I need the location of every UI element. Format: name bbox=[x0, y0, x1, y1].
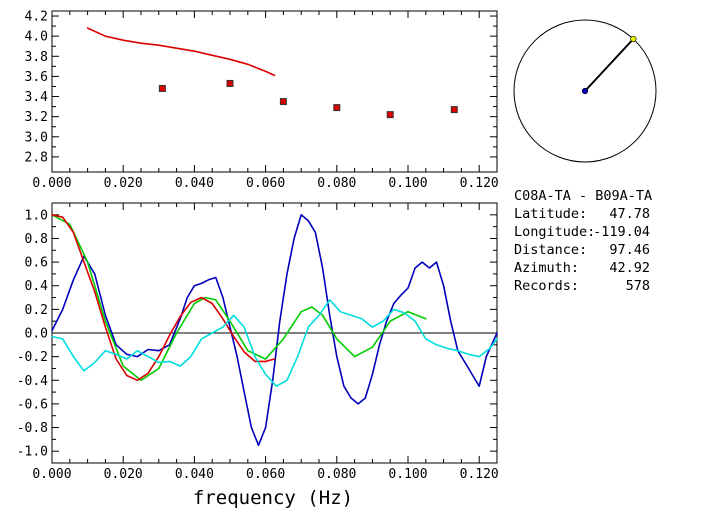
velocity-y-tick-label: 4.2 bbox=[25, 10, 48, 25]
velocity-x-tick-label: 0.060 bbox=[246, 176, 285, 191]
velocity-x-tick-label: 0.080 bbox=[317, 176, 356, 191]
velocity-x-tick-label: 0.020 bbox=[104, 176, 143, 191]
velocity-y-tick-label: 3.8 bbox=[25, 50, 48, 65]
azimuth-label: Azimuth: bbox=[514, 260, 579, 276]
azimuth-compass bbox=[513, 19, 657, 163]
correlation-line-1 bbox=[51, 214, 427, 382]
velocity-point bbox=[333, 104, 341, 112]
longitude-value: -119.04 bbox=[593, 224, 650, 240]
velocity-point bbox=[386, 111, 394, 119]
velocity-point bbox=[226, 79, 234, 87]
correlation-y-tick-label: 0.6 bbox=[25, 256, 48, 271]
station-pair-title: C08A-TA - B09A-TA bbox=[514, 188, 652, 204]
correlation-x-tick-label: 0.100 bbox=[388, 467, 427, 482]
velocity-x-tick-label: 0.000 bbox=[32, 176, 71, 191]
velocity-y-tick-label: 3.4 bbox=[25, 90, 49, 105]
latitude-label: Latitude: bbox=[514, 206, 587, 222]
velocity-series bbox=[86, 27, 458, 119]
azimuth-dot bbox=[630, 35, 637, 43]
velocity-y-tick-label: 4.0 bbox=[25, 30, 48, 45]
correlation-x-tick-label: 0.120 bbox=[460, 467, 499, 482]
velocity-y-tick-label: 3.0 bbox=[25, 130, 48, 145]
correlation-y-tick-label: -0.8 bbox=[17, 421, 48, 436]
correlation-y-tick-label: 0.0 bbox=[25, 327, 48, 342]
latitude-value: 47.78 bbox=[609, 206, 650, 222]
correlation-x-tick-label: 0.060 bbox=[246, 467, 285, 482]
records-value: 578 bbox=[626, 278, 650, 294]
velocity-x-tick-label: 0.120 bbox=[460, 176, 499, 191]
correlation-y-tick-label: -0.2 bbox=[17, 350, 48, 365]
correlation-y-tick-label: -0.4 bbox=[17, 374, 48, 389]
correlation-x-tick-label: 0.040 bbox=[175, 467, 214, 482]
velocity-y-tick-label: 3.6 bbox=[25, 70, 48, 85]
correlation-x-tick-label: 0.080 bbox=[317, 467, 356, 482]
station-info: C08A-TA - B09A-TA Latitude: 47.78 Longit… bbox=[514, 188, 652, 294]
correlation-y-tick-label: 0.8 bbox=[25, 232, 48, 247]
velocity-x-tick-label: 0.100 bbox=[388, 176, 427, 191]
azimuth-value: 42.92 bbox=[609, 260, 650, 276]
correlation-y-tick-label: -1.0 bbox=[17, 445, 48, 460]
velocity-ticks: 0.000 0.020 0.040 0.060 0.080 0.100 0.120 2.8 3.… bbox=[25, 10, 499, 191]
correlation-ticks: 0.000 0.020 0.040 0.060 0.080 0.100 0.120 -1.0 -… bbox=[17, 203, 499, 482]
velocity-panel: 0.000 0.020 0.040 0.060 0.080 0.100 0.120 2.8 3.… bbox=[25, 10, 499, 191]
correlation-line-3 bbox=[51, 299, 498, 388]
correlation-line-0 bbox=[51, 214, 498, 447]
velocity-point bbox=[279, 98, 287, 106]
correlation-y-tick-label: -0.6 bbox=[17, 397, 48, 412]
records-label: Records: bbox=[514, 278, 579, 294]
correlation-line-2 bbox=[51, 214, 276, 382]
correlation-series bbox=[51, 214, 498, 447]
velocity-line-0 bbox=[86, 27, 276, 77]
correlation-x-tick-label: 0.020 bbox=[104, 467, 143, 482]
correlation-x-tick-label: 0.000 bbox=[32, 467, 71, 482]
distance-label: Distance: bbox=[514, 242, 587, 258]
correlation-y-tick-label: 0.4 bbox=[25, 279, 49, 294]
velocity-point bbox=[158, 84, 166, 92]
x-axis-label: frequency (Hz) bbox=[193, 487, 353, 509]
velocity-y-tick-label: 2.8 bbox=[25, 150, 48, 165]
velocity-y-tick-label: 3.2 bbox=[25, 110, 48, 125]
correlation-panel: 0.000 0.020 0.040 0.060 0.080 0.100 0.120 -1.0 -… bbox=[17, 202, 499, 509]
velocity-x-tick-label: 0.040 bbox=[175, 176, 214, 191]
longitude-label: Longitude: bbox=[514, 224, 595, 240]
correlation-y-tick-label: 1.0 bbox=[25, 208, 48, 223]
distance-value: 97.46 bbox=[609, 242, 650, 258]
azimuth-line bbox=[584, 38, 635, 92]
velocity-point bbox=[450, 106, 458, 114]
correlation-y-tick-label: 0.2 bbox=[25, 303, 48, 318]
compass-circle bbox=[513, 19, 657, 163]
station-dot bbox=[581, 87, 589, 95]
velocity-frame bbox=[51, 10, 498, 173]
